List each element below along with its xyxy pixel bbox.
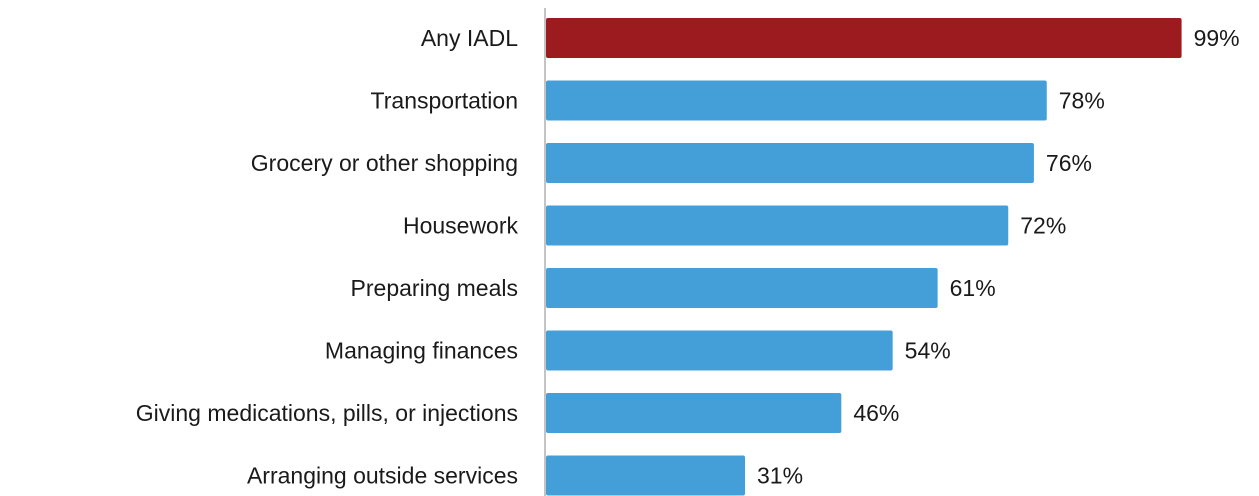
category-label-preparing-meals: Preparing meals: [351, 275, 518, 301]
value-label-any-iadl: 99%: [1194, 25, 1240, 51]
category-label-housework: Housework: [403, 213, 519, 239]
value-label-grocery-or-other-shopping: 76%: [1046, 150, 1092, 176]
bar-grocery-or-other-shopping: [546, 143, 1034, 183]
value-label-arranging-outside-services: 31%: [757, 463, 803, 489]
value-labels-group: 99% 78% 76% 72% 61% 54% 46% 31%: [757, 25, 1240, 489]
category-label-arranging-outside-services: Arranging outside services: [247, 463, 518, 489]
bar-any-iadl: [546, 18, 1182, 58]
category-label-any-iadl: Any IADL: [421, 25, 518, 51]
value-label-housework: 72%: [1020, 213, 1066, 239]
category-label-grocery-or-other-shopping: Grocery or other shopping: [251, 150, 518, 176]
bars-group: [546, 18, 1182, 496]
category-label-managing-finances: Managing finances: [325, 338, 518, 364]
bar-housework: [546, 205, 1009, 246]
bar-preparing-meals: [546, 268, 938, 308]
category-labels-group: Any IADL Transportation Grocery or other s…: [136, 25, 519, 489]
value-label-giving-medications-pills-or-injections: 46%: [853, 400, 899, 426]
value-label-managing-finances: 54%: [905, 338, 951, 364]
bar-giving-medications-pills-or-injections: [546, 393, 842, 433]
value-label-preparing-meals: 61%: [950, 275, 996, 301]
category-label-giving-medications-pills-or-injections: Giving medications, pills, or injections: [136, 400, 518, 426]
bar-transportation: [546, 80, 1047, 121]
category-label-transportation: Transportation: [371, 88, 518, 114]
bar-arranging-outside-services: [546, 455, 746, 496]
value-label-transportation: 78%: [1059, 88, 1105, 114]
bar-managing-finances: [546, 330, 893, 371]
